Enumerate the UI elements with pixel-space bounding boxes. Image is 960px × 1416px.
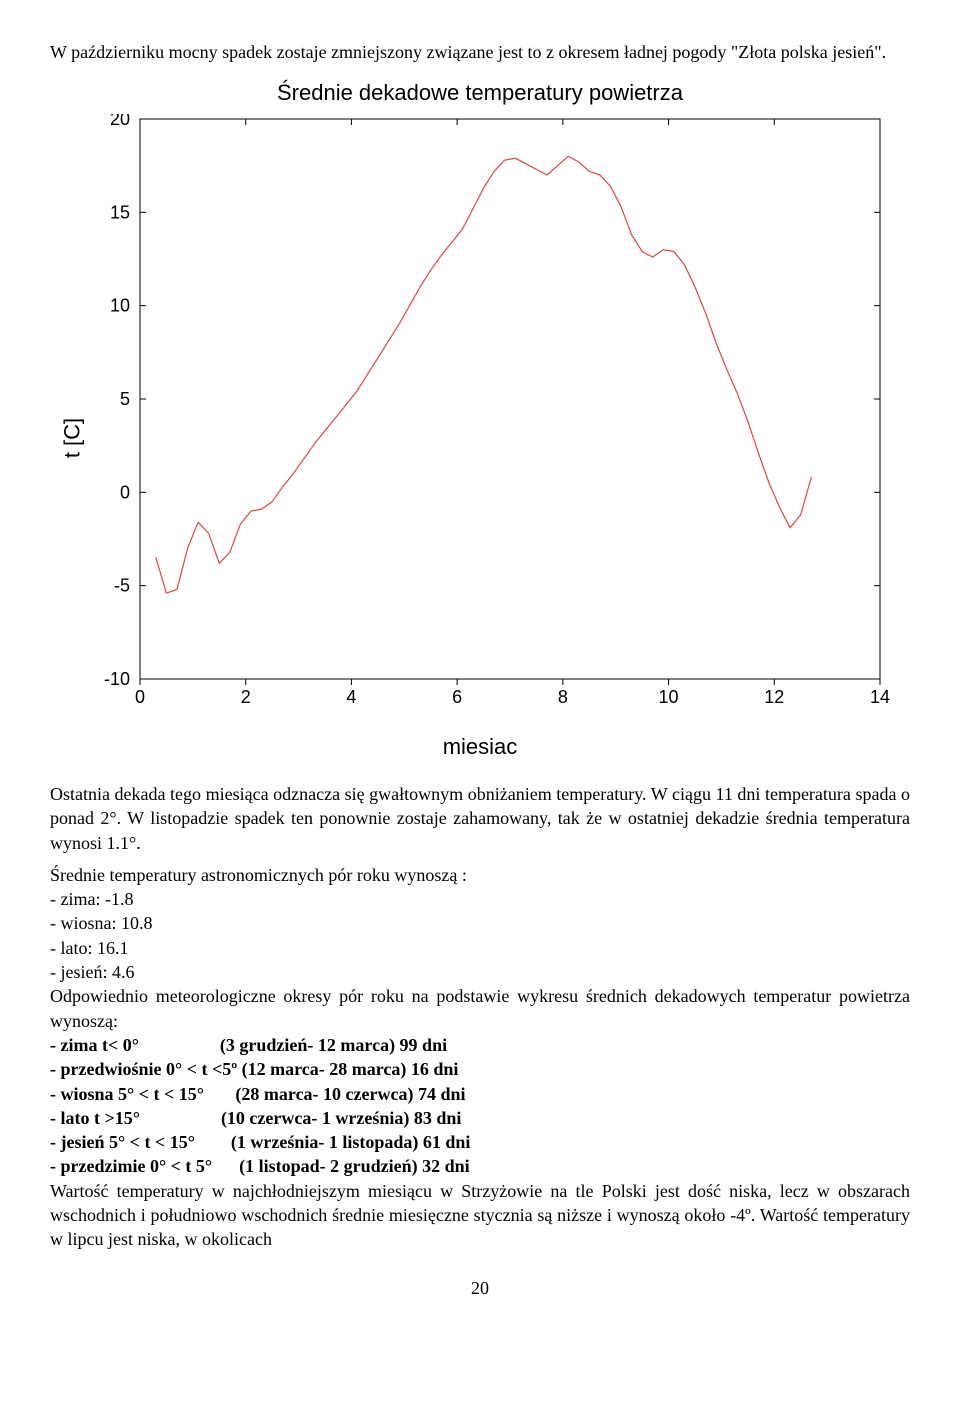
page-number: 20 (50, 1276, 910, 1300)
chart-plot-area: t [C] 02468101214-10-505101520 miesiac (80, 114, 880, 762)
svg-text:-10: -10 (104, 669, 130, 689)
svg-text:10: 10 (110, 296, 130, 316)
body-p4: Wartość temperatury w najchłodniejszym m… (50, 1179, 910, 1252)
svg-text:0: 0 (135, 687, 145, 707)
svg-text:20: 20 (110, 114, 130, 129)
svg-text:14: 14 (870, 687, 890, 707)
body-p3: Odpowiednio meteorologiczne okresy pór r… (50, 984, 910, 1033)
period-line: - wiosna 5° < t < 15° (28 marca- 10 czer… (50, 1082, 910, 1106)
svg-text:0: 0 (120, 482, 130, 502)
chart-xlabel: miesiac (80, 732, 880, 762)
svg-text:15: 15 (110, 202, 130, 222)
temperature-chart: Średnie dekadowe temperatury powietrza t… (50, 78, 910, 762)
svg-text:12: 12 (764, 687, 784, 707)
svg-text:5: 5 (120, 389, 130, 409)
periods-list: - zima t< 0° (3 grudzień- 12 marca) 99 d… (50, 1033, 910, 1179)
chart-title: Średnie dekadowe temperatury powietrza (50, 78, 910, 108)
period-line: - lato t >15° (10 czerwca- 1 września) 8… (50, 1106, 910, 1130)
svg-text:-5: -5 (114, 576, 130, 596)
intro-paragraph: W październiku mocny spadek zostaje zmni… (50, 40, 910, 64)
period-line: - jesień 5° < t < 15° (1 września- 1 lis… (50, 1130, 910, 1154)
seasons-list: - zima: -1.8- wiosna: 10.8- lato: 16.1- … (50, 887, 910, 984)
season-line: - jesień: 4.6 (50, 960, 910, 984)
period-line: - zima t< 0° (3 grudzień- 12 marca) 99 d… (50, 1033, 910, 1057)
body-p2: Średnie temperatury astronomicznych pór … (50, 863, 910, 887)
season-line: - lato: 16.1 (50, 936, 910, 960)
season-line: - zima: -1.8 (50, 887, 910, 911)
chart-svg: 0 2 4 6 8 10 12 14 -10 -5 0 5 10 15 20 (80, 114, 890, 724)
svg-text:4: 4 (346, 687, 356, 707)
period-line: - przedzimie 0° < t 5° (1 listopad- 2 gr… (50, 1154, 910, 1178)
svg-text:6: 6 (452, 687, 462, 707)
svg-text:8: 8 (558, 687, 568, 707)
period-line: - przedwiośnie 0° < t <5º (12 marca- 28 … (50, 1057, 910, 1081)
season-line: - wiosna: 10.8 (50, 911, 910, 935)
body-p1: Ostatnia dekada tego miesiąca odznacza s… (50, 782, 910, 855)
svg-text:10: 10 (659, 687, 679, 707)
chart-ylabel: t [C] (57, 418, 87, 458)
svg-text:2: 2 (241, 687, 251, 707)
